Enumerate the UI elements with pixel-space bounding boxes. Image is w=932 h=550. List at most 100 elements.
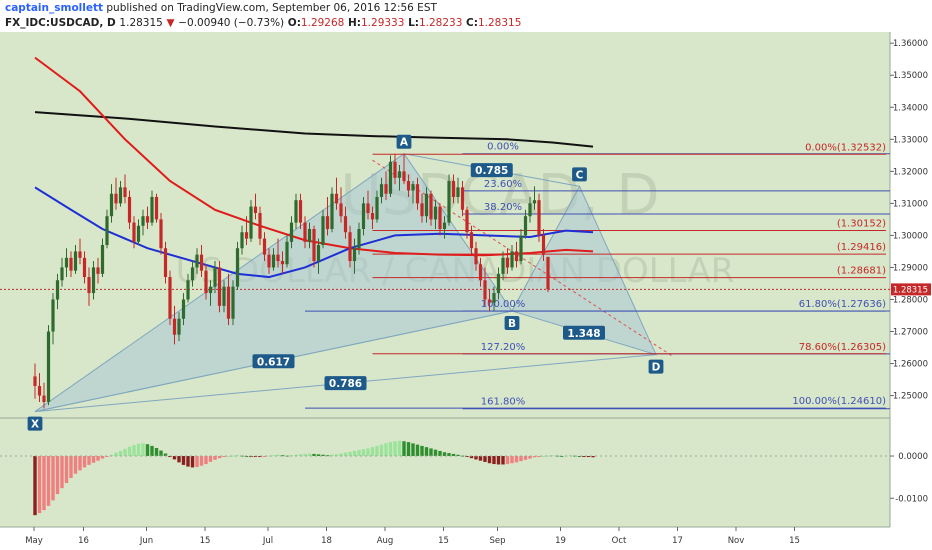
histogram-bar [303,453,307,457]
candle-body [447,180,451,223]
time-tick-label: May [25,536,43,546]
histogram-bar [199,456,204,466]
histogram-bar [582,456,586,458]
candle-body [231,286,235,319]
histogram-bar [366,448,370,457]
candle-body [456,187,460,197]
candle-body [546,256,550,290]
histogram-bar [406,442,411,457]
histogram-bar [379,444,384,457]
author-link[interactable]: captain_smollett [5,2,104,14]
candle-body [519,235,523,262]
histogram-bar [276,454,280,457]
candle-body [64,257,69,268]
candle-body [298,200,303,223]
price-chart[interactable]: USDCAD, D US DOLLAR / CANADIAN DOLLAR 0.… [0,32,932,550]
candle-body [280,261,285,265]
candle-body [244,232,249,239]
candle-body [523,216,528,236]
candle-body [411,184,415,191]
histogram-bar [343,452,348,457]
histogram-bar [163,453,168,457]
price-tick-label: 1.27000 [893,328,928,338]
ma-blue-line [34,186,594,279]
candle-body [375,196,379,220]
histogram-bar [456,454,460,457]
candle-body [514,251,519,262]
candle-body [150,196,154,223]
candle-body [384,184,388,194]
time-tick-label: 15 [438,536,449,546]
histogram-bar [78,456,82,471]
histogram-bar [424,447,429,457]
histogram-bar [438,450,442,457]
candle-body [406,180,411,191]
histogram-bar [55,456,60,495]
candle-body [208,286,213,294]
histogram-bar [316,454,321,457]
point-label-box [504,316,520,331]
histogram-bar [51,456,55,501]
histogram-bar [109,454,114,457]
histogram-bar [496,456,501,465]
candle-body [73,251,78,271]
histogram-bar [96,456,100,461]
histogram-bar [460,455,465,457]
time-tick-label: 15 [200,536,211,546]
histogram-bar [267,455,271,457]
candle-body [267,254,271,268]
fib-levels[interactable]: 0.00% 23.60% 38.20% 100.00% 127.20% 161.80% 0.… [0,142,890,410]
candle-body [537,200,541,236]
candle-body [46,331,51,402]
candle-body [492,293,496,303]
histogram-bar [33,456,37,516]
candle-body [82,257,87,278]
histogram-bar [73,456,78,474]
candle-body [532,200,537,204]
candle-body [388,161,393,194]
point-label-box [396,134,412,149]
candle-body [55,280,60,300]
histogram-bar [217,456,222,459]
point-label: B [508,318,516,330]
candle-body [487,299,492,303]
ohlc-line: FX_IDC:USDCAD, D 1.28315 ▼ −0.00940 (−0.… [5,17,521,29]
histogram-bar [190,456,195,468]
histogram-bar [330,454,334,457]
candle-body [172,318,177,335]
candle-body [451,180,456,197]
histogram-bar [186,456,190,467]
open-label: O: [287,17,301,29]
candle-body [478,264,483,281]
candle-body [420,203,424,217]
candle-body [181,299,186,319]
histogram-bar [388,442,393,457]
symbol-label[interactable]: FX_IDC:USDCAD, D [5,17,116,29]
candle-body [465,209,469,233]
candle-body [114,193,118,204]
pattern-labels[interactable]: 0.617 0.786 0.785 1.348 X A B C D [27,134,664,431]
candle-body [100,245,105,274]
published-text: published on TradingView.com, September … [106,2,437,14]
close-label: C: [466,17,478,29]
candle-body [127,196,132,223]
fib-level-label: 100.00% [481,299,526,310]
histogram-bar [505,456,510,465]
histogram-bar [411,443,415,457]
chart-header: captain_smollett published on TradingVie… [0,0,932,32]
histogram-bar [195,456,199,468]
low-label: L: [408,17,419,29]
price-tick-label: 1.31000 [893,199,928,209]
histogram-bar [519,456,523,462]
ratio-label-box [470,163,513,178]
histogram-bar [469,456,474,459]
candle-body [438,206,442,230]
histogram-bar [514,456,519,463]
histogram-bar [474,456,478,460]
candle-body [289,222,294,242]
harmonic-pattern[interactable] [34,153,675,413]
histogram-bar [546,455,550,457]
point-label: X [31,419,39,431]
fib-price-label: (1.28681) [837,266,886,277]
histogram-bar [352,450,357,457]
